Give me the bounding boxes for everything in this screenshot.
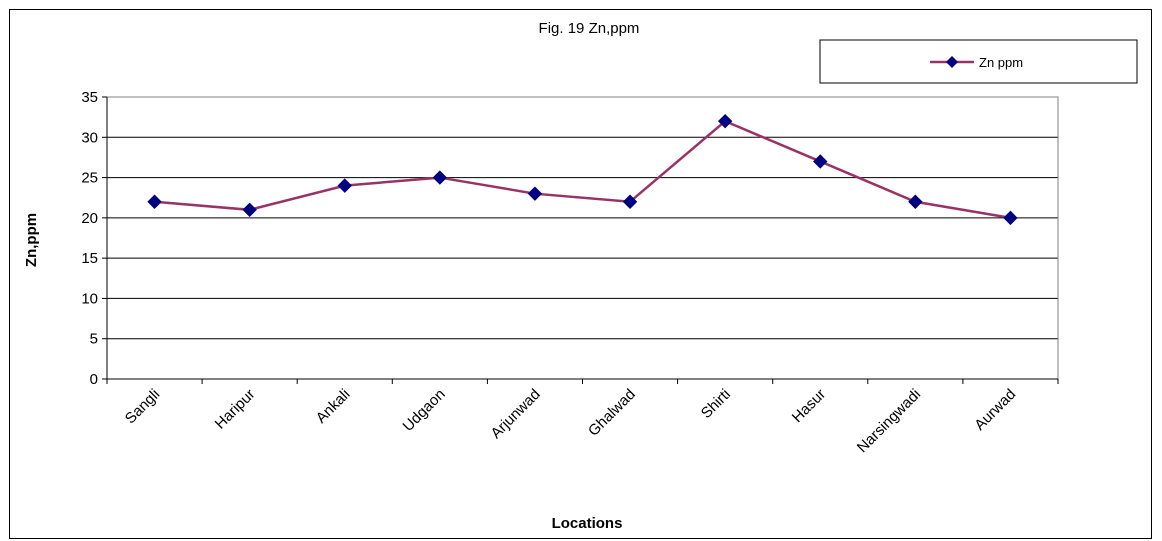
plot-area (106, 96, 1059, 380)
x-tick-label: Hasur (789, 386, 829, 426)
y-tick-label: 35 (81, 89, 98, 106)
y-tick-labels: 0 5 10 15 20 25 30 35 (81, 89, 98, 388)
series-zn-ppm (147, 113, 1018, 226)
x-tick-label: Haripur (212, 386, 259, 433)
x-tick-label: Udgaon (400, 386, 449, 435)
x-tick-label: Sangli (122, 386, 164, 428)
x-tick-label: Aurwad (971, 386, 1019, 434)
legend-box (819, 39, 1138, 84)
x-tick-labels: Sangli Haripur Ankali Udgaon Arjunwad Ghalwad… (122, 386, 1019, 456)
data-point (147, 194, 162, 209)
data-point (527, 186, 543, 201)
x-tick-label: Arjunwad (488, 386, 544, 442)
y-tick-label: 20 (81, 210, 98, 227)
data-point (813, 154, 828, 169)
y-tick-label: 10 (81, 290, 98, 307)
legend-marker-swatch (946, 56, 958, 68)
data-point (622, 194, 638, 209)
gridlines (107, 96, 1058, 340)
series-line (154, 119, 1011, 220)
axes (102, 96, 1059, 384)
x-tick-label: Shirti (698, 386, 734, 422)
y-tick-label: 25 (81, 170, 98, 187)
data-point (908, 194, 923, 209)
x-axis-title: Locations (552, 515, 623, 532)
legend-label: Zn ppm (979, 55, 1023, 70)
chart-title: Fig. 19 Zn,ppm (539, 20, 640, 37)
y-tick-label: 0 (90, 371, 98, 388)
data-point (717, 113, 733, 129)
y-tick-label: 30 (81, 129, 98, 146)
y-tick-label: 5 (90, 331, 98, 348)
data-point (432, 170, 448, 185)
y-axis-title: Zn,ppm (23, 213, 40, 267)
x-tick-label: Ghalwad (585, 386, 639, 440)
x-tick-label: Narsingwadi (854, 386, 924, 456)
data-point (1003, 210, 1018, 226)
legend: Zn ppm (819, 39, 1138, 84)
x-tick-label: Ankali (313, 386, 354, 427)
data-point (242, 202, 257, 218)
y-tick-label: 15 (81, 250, 98, 267)
data-point (337, 178, 352, 193)
